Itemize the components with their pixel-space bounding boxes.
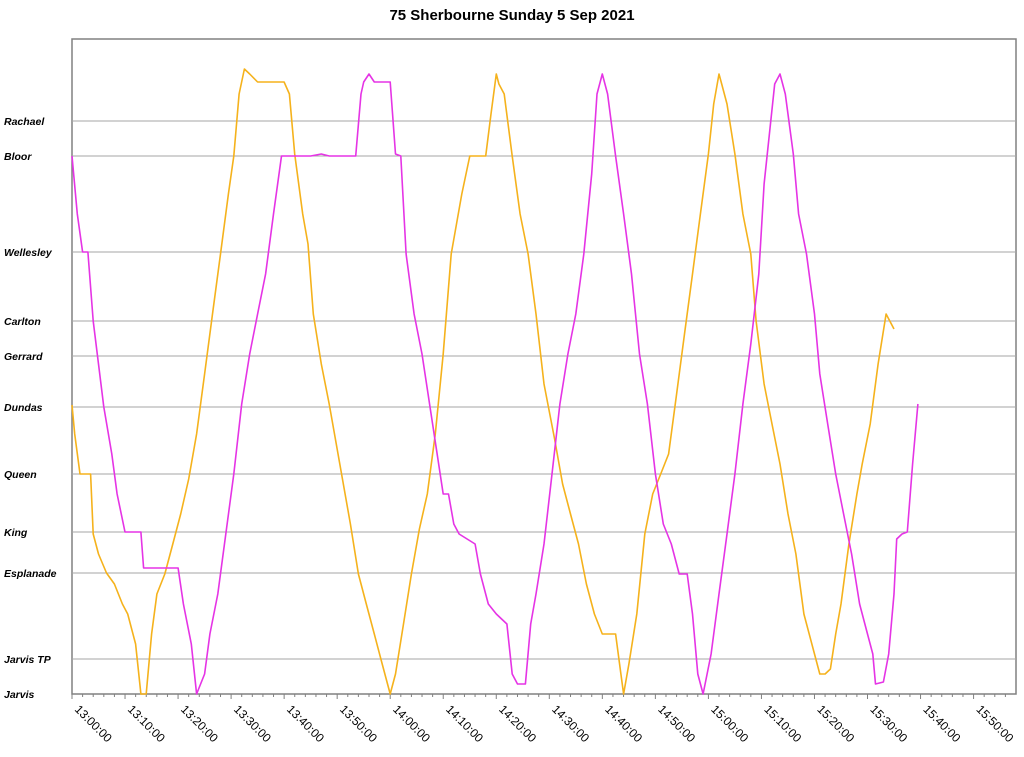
x-tick-label: 15:40:00 <box>920 702 963 745</box>
x-tick-label: 15:30:00 <box>867 702 910 745</box>
x-tick-label: 13:40:00 <box>284 702 327 745</box>
series-line-1 <box>71 68 895 695</box>
x-tick-label: 13:50:00 <box>337 702 380 745</box>
stop-label-wellesley: Wellesley <box>4 247 53 259</box>
series-lines <box>71 68 919 695</box>
stop-label-bloor: Bloor <box>4 151 32 163</box>
x-tick-label: 13:20:00 <box>178 702 221 745</box>
chart-title: 75 Sherbourne Sunday 5 Sep 2021 <box>389 7 635 24</box>
x-tick-label: 14:20:00 <box>496 702 539 745</box>
plot-frame <box>71 38 1017 695</box>
stop-label-rachael: Rachael <box>4 116 45 128</box>
x-tick-label: 14:40:00 <box>602 702 645 745</box>
stop-label-carlton: Carlton <box>4 316 41 328</box>
x-tick-label: 15:00:00 <box>708 702 751 745</box>
stop-label-esplanade: Esplanade <box>4 568 57 580</box>
stop-label-gerrard: Gerrard <box>4 351 43 363</box>
x-tick-label: 15:10:00 <box>761 702 804 745</box>
x-tick-label: 14:10:00 <box>443 702 486 745</box>
x-tick-label: 13:00:00 <box>72 702 115 745</box>
x-tick-label: 15:50:00 <box>973 702 1016 745</box>
stop-label-dundas: Dundas <box>4 402 43 414</box>
x-tick-label: 13:30:00 <box>231 702 274 745</box>
grid-lines <box>72 120 1016 660</box>
x-tick-label: 13:10:00 <box>125 702 168 745</box>
x-tick-label: 14:30:00 <box>549 702 592 745</box>
stop-labels: Jarvis Jarvis TP Esplanade King Queen Dundas G… <box>4 116 57 701</box>
series-line-2 <box>71 73 919 695</box>
stop-label-jarvis-tp: Jarvis TP <box>4 654 52 666</box>
stop-label-king: King <box>4 527 28 539</box>
stop-label-jarvis: Jarvis <box>4 689 35 701</box>
time-axis: 13:00:00 13:10:00 13:20:00 13:30:00 13:40:00… <box>71 694 1017 745</box>
stop-label-queen: Queen <box>4 469 37 481</box>
x-tick-label: 14:50:00 <box>655 702 698 745</box>
x-tick-label: 15:20:00 <box>814 702 857 745</box>
x-tick-label: 14:00:00 <box>390 702 433 745</box>
